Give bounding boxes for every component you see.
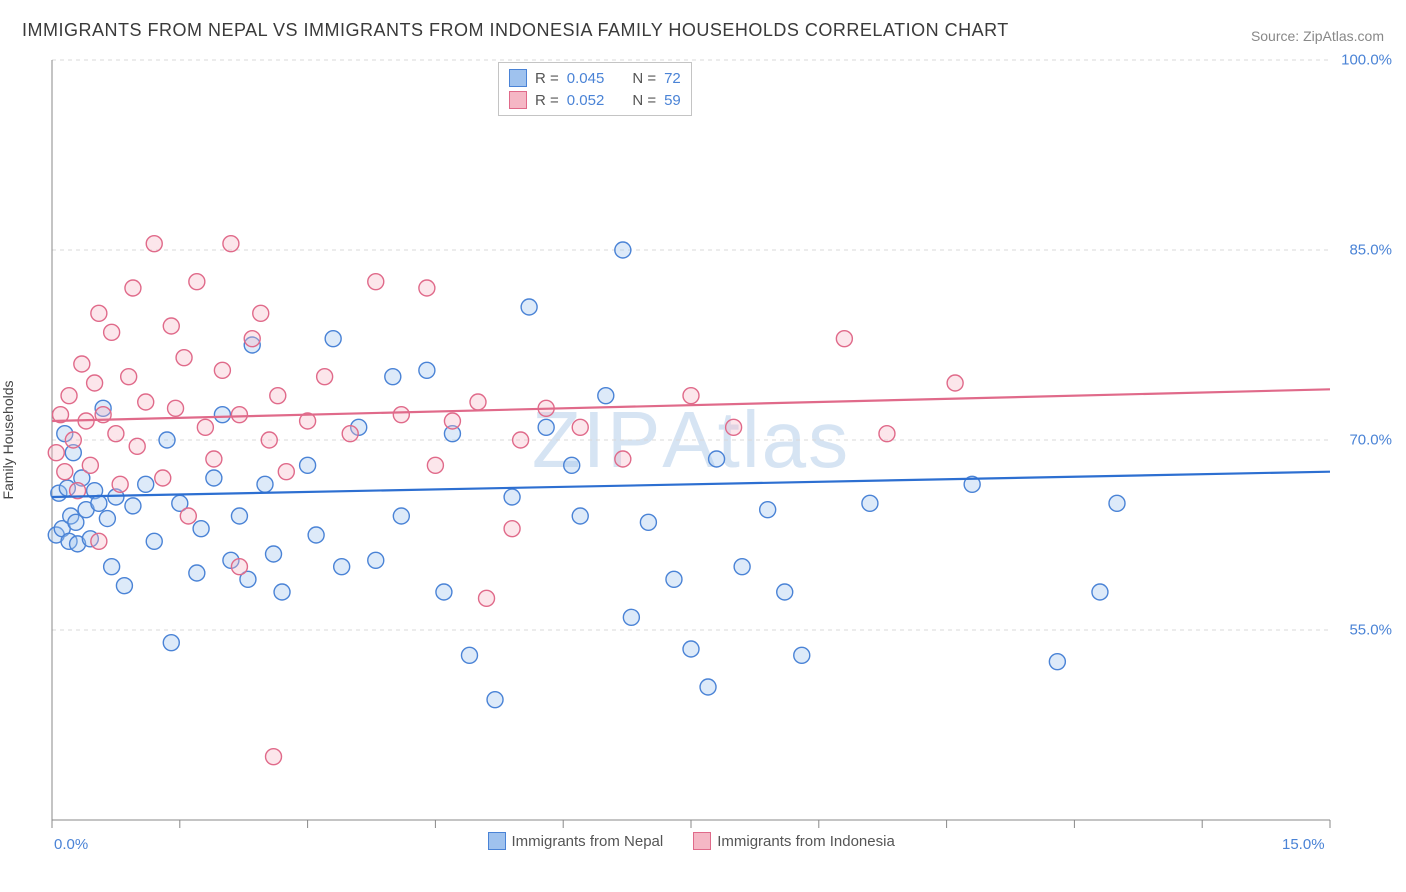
- legend-swatch: [509, 91, 527, 109]
- legend-stats: R = 0.045 N = 72 R = 0.052 N = 59: [498, 62, 692, 116]
- scatter-svg: [52, 60, 1330, 820]
- legend-stat-row: R = 0.045 N = 72: [509, 67, 681, 89]
- x-tick-label: 0.0%: [54, 836, 88, 853]
- legend-series-name: Immigrants from Nepal: [512, 833, 664, 850]
- chart-title: IMMIGRANTS FROM NEPAL VS IMMIGRANTS FROM…: [22, 20, 1009, 41]
- legend-r-label: R =: [535, 92, 559, 109]
- legend-item: Immigrants from Nepal: [488, 832, 664, 850]
- legend-r-value: 0.052: [567, 92, 605, 109]
- x-tick-label: 15.0%: [1282, 836, 1325, 853]
- y-tick-label: 70.0%: [1349, 432, 1392, 449]
- legend-n-value: 59: [664, 92, 681, 109]
- legend-n-label: N =: [632, 70, 656, 87]
- legend-series-name: Immigrants from Indonesia: [717, 833, 895, 850]
- y-axis-label: Family Households: [0, 380, 16, 499]
- legend-r-label: R =: [535, 70, 559, 87]
- legend-swatch: [488, 832, 506, 850]
- legend-item: Immigrants from Indonesia: [693, 832, 895, 850]
- legend-swatch: [509, 69, 527, 87]
- legend-n-value: 72: [664, 70, 681, 87]
- legend-stat-row: R = 0.052 N = 59: [509, 89, 681, 111]
- legend-bottom: Immigrants from Nepal Immigrants from Ind…: [488, 832, 895, 850]
- legend-r-value: 0.045: [567, 70, 605, 87]
- y-tick-label: 55.0%: [1349, 622, 1392, 639]
- y-tick-label: 85.0%: [1349, 242, 1392, 259]
- y-tick-label: 100.0%: [1341, 52, 1392, 69]
- legend-swatch: [693, 832, 711, 850]
- chart-source: Source: ZipAtlas.com: [1251, 28, 1384, 44]
- legend-n-label: N =: [632, 92, 656, 109]
- plot-area: ZIPAtlas 55.0%70.0%85.0%100.0%: [52, 60, 1330, 820]
